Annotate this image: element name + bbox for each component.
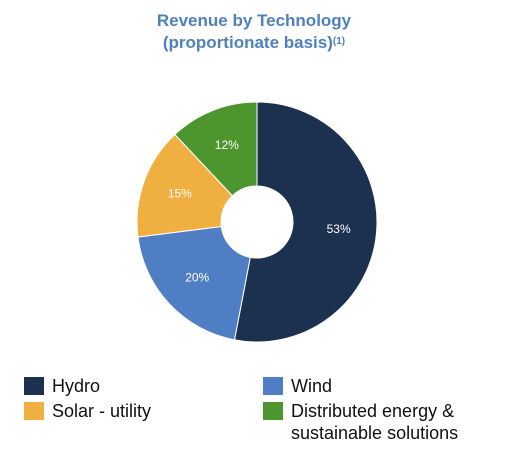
data-label-hydro: 53% xyxy=(327,222,351,236)
legend-swatch-hydro xyxy=(24,377,44,395)
legend-swatch-solar-utility xyxy=(24,402,44,420)
chart-title-block: Revenue by Technology (proportionate bas… xyxy=(0,10,508,57)
donut-chart: 53% 20% 15% 12% xyxy=(136,101,378,343)
slice-hydro xyxy=(233,101,378,343)
legend-label-solar-utility: Solar - utility xyxy=(52,401,152,421)
legend-item-distributed-energy: Distributed energy & sustainable solutio… xyxy=(263,400,458,444)
data-label-distributed-energy: 12% xyxy=(215,138,239,152)
legend-label-distributed-energy-line1: Distributed energy & xyxy=(291,401,455,421)
legend-item-wind: Wind xyxy=(263,375,332,397)
legend-label-hydro: Hydro xyxy=(52,376,101,396)
chart-subtitle-line: (proportionate basis)(1) xyxy=(0,32,508,57)
legend-item-hydro: Hydro xyxy=(24,375,100,397)
legend-swatch-wind xyxy=(263,377,283,395)
slice-distributed-energy xyxy=(174,101,258,197)
legend-swatch-distributed-energy xyxy=(263,402,283,420)
footnote-marker: (1) xyxy=(332,36,346,47)
data-label-solar-utility: 15% xyxy=(168,186,192,200)
legend-item-solar-utility: Solar - utility xyxy=(24,400,151,422)
chart-subtitle: (proportionate basis) xyxy=(162,33,333,52)
slice-wind xyxy=(137,225,251,341)
legend-label-distributed-energy-line2: sustainable solutions xyxy=(291,423,459,443)
chart-title: Revenue by Technology xyxy=(156,11,352,30)
legend-label-wind: Wind xyxy=(291,376,333,396)
legend-label-distributed-energy: Distributed energy & sustainable solutio… xyxy=(291,400,458,444)
data-label-wind: 20% xyxy=(185,270,209,284)
slice-solar-utility xyxy=(136,133,234,238)
